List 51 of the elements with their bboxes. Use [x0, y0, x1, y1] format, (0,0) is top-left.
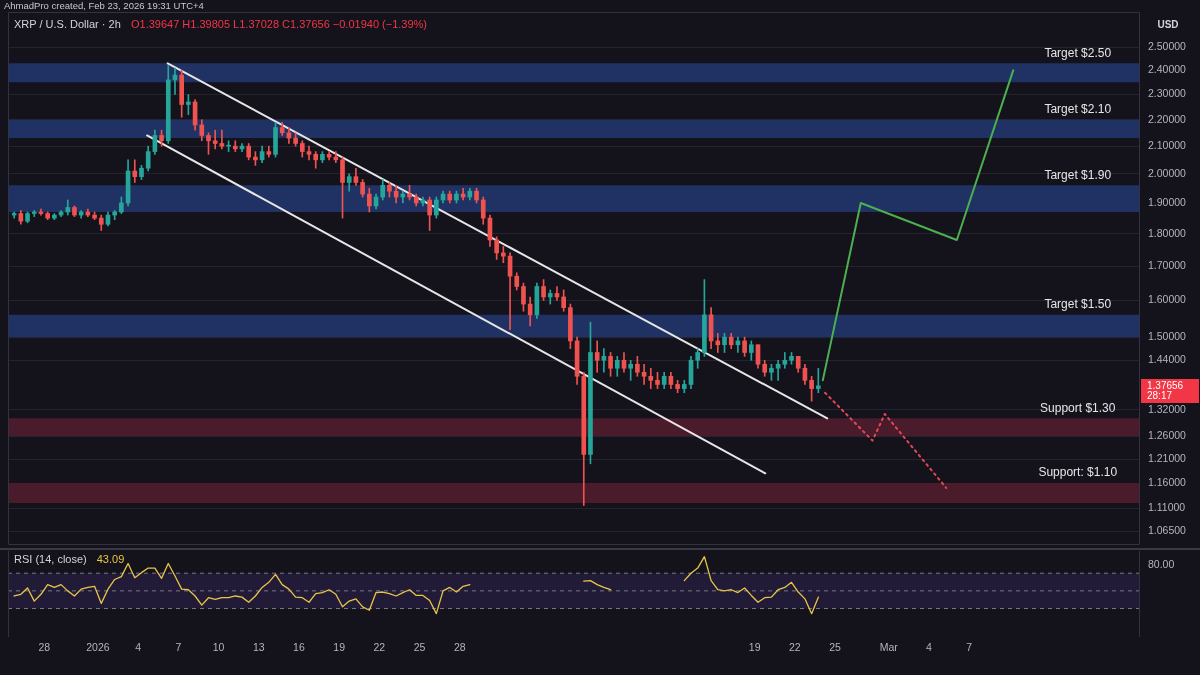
text: XRP / U.S. Dollar · 2h — [14, 18, 121, 31]
x-tick-label: 25 — [413, 641, 426, 654]
y-tick-label: 2.50000 — [1148, 40, 1187, 53]
text: AhmadPro created, Feb 23, 2026 19:31 UTC+4 — [4, 0, 204, 11]
y-tick-label: 2.40000 — [1148, 63, 1187, 76]
annotation: 43.09 — [96, 553, 125, 566]
text: 28:17 — [1147, 389, 1173, 401]
y-tick-label: 1.32000 — [1148, 402, 1187, 415]
y-tick-label: 1.50000 — [1148, 330, 1187, 343]
band-label: Support: $1.10 — [1038, 465, 1118, 480]
x-tick-label: 13 — [252, 641, 265, 654]
x-tick-label: Mar — [879, 641, 899, 654]
band-label: Support $1.30 — [1040, 400, 1116, 415]
y-tick-label: 2.10000 — [1148, 139, 1187, 152]
x-tick-label: 25 — [829, 641, 842, 654]
x-tick-label: 22 — [789, 641, 801, 654]
band-label: Target $1.50 — [1044, 297, 1112, 312]
y-tick-label: 1.80000 — [1148, 226, 1187, 239]
x-tick-label: 7 — [175, 641, 182, 654]
text: O1.39647 H1.39805 L1.37028 C1.37656 −0.01940 (−1.39%) — [130, 18, 428, 31]
x-tick-label: 19 — [748, 641, 761, 654]
x-tick-label: 28 — [453, 641, 466, 654]
y-tick-label: 2.00000 — [1148, 166, 1187, 179]
x-tick-label: 16 — [293, 641, 305, 654]
x-tick-label: 4 — [925, 641, 932, 654]
y-tick-label: 1.06500 — [1148, 524, 1187, 537]
x-tick-label: 22 — [373, 641, 386, 654]
y-tick-label: 1.60000 — [1148, 293, 1187, 306]
y-tick-label: 1.44000 — [1148, 353, 1187, 366]
x-tick-label: 19 — [333, 641, 346, 654]
x-tick-label: 10 — [212, 641, 225, 654]
text: 80.00 — [1148, 557, 1175, 570]
y-tick-label: 1.90000 — [1148, 195, 1187, 208]
text: 1.37656 — [1147, 379, 1184, 391]
x-tick-label: 4 — [135, 641, 142, 654]
y-tick-label: 2.30000 — [1148, 87, 1187, 100]
y-tick-label: 1.16000 — [1148, 475, 1187, 488]
y-tick-label: 1.70000 — [1148, 258, 1187, 271]
line-series — [824, 391, 948, 489]
x-tick-label: 28 — [38, 641, 51, 654]
y-tick-label: 2.20000 — [1148, 112, 1187, 125]
chart-title: RSI (14, close) — [14, 553, 87, 566]
y-axis-title: USD — [1157, 18, 1179, 30]
band-label: Target $1.90 — [1044, 167, 1112, 182]
y-tick-label: 1.11000 — [1148, 500, 1186, 513]
band-label: Target $2.50 — [1044, 45, 1112, 60]
x-tick-label: 7 — [966, 641, 973, 654]
y-tick-label: 1.26000 — [1148, 428, 1187, 441]
y-tick-label: 1.21000 — [1148, 451, 1187, 464]
x-tick-label: 2026 — [86, 641, 110, 654]
band-label: Target $2.10 — [1044, 102, 1112, 117]
